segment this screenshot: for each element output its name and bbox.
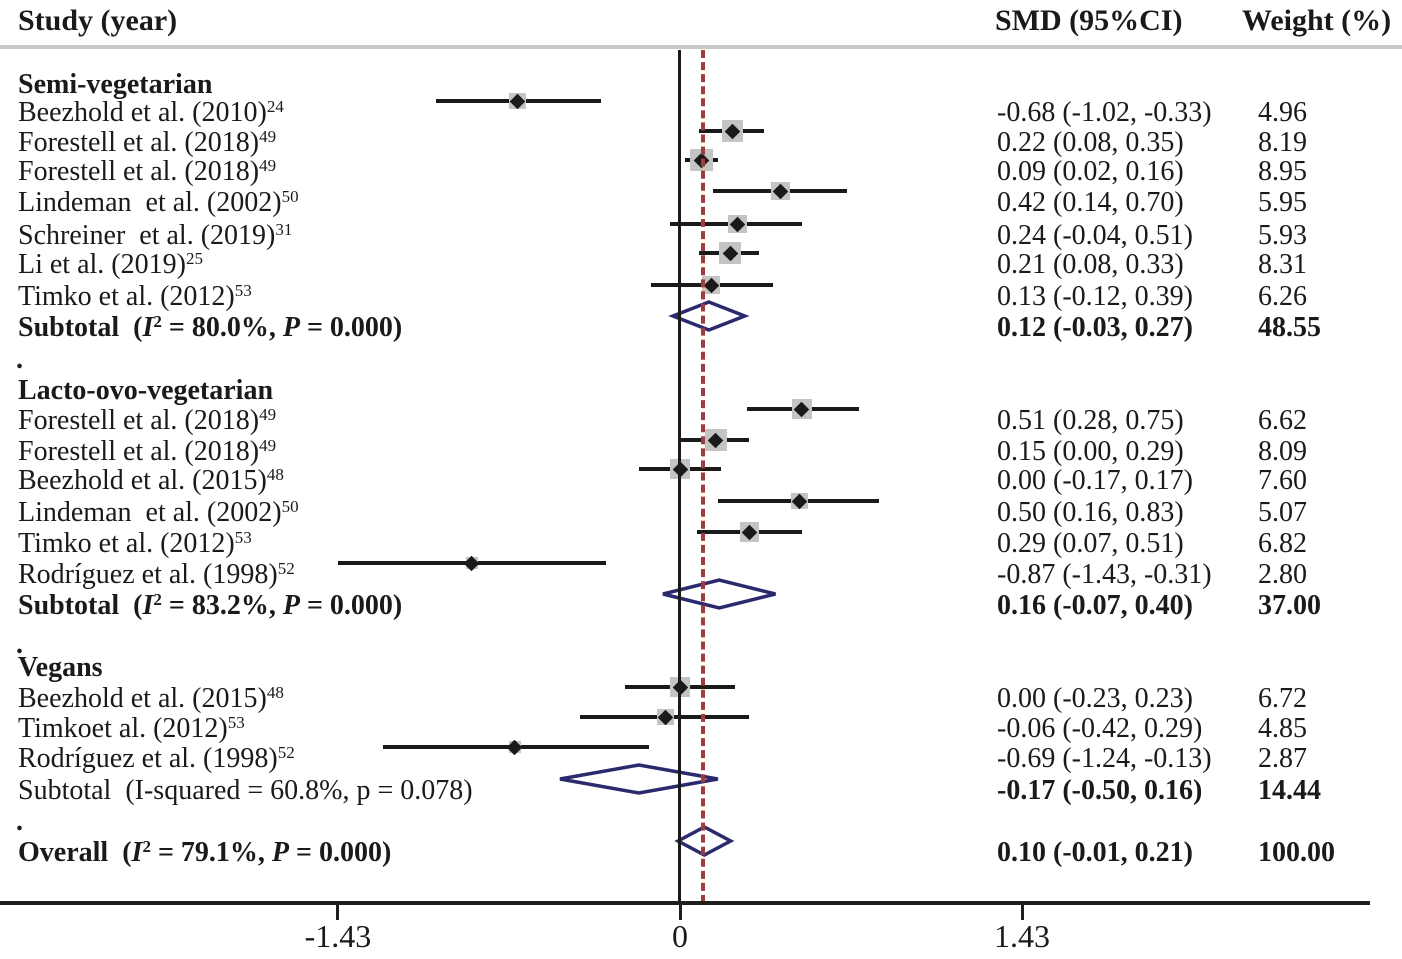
subtotal-diamond — [667, 300, 750, 332]
subtotal-weight-value: 37.00 — [1258, 590, 1321, 621]
smd-ci-value: -0.69 (-1.24, -0.13) — [997, 743, 1212, 774]
column-header-weight: Weight (%) — [1242, 4, 1392, 37]
study-label: Forestell et al. (2018)49 — [18, 436, 277, 467]
smd-ci-value: -0.06 (-0.42, 0.29) — [997, 713, 1203, 744]
weight-value: 4.85 — [1258, 713, 1307, 744]
section-separator-dot: . — [16, 806, 23, 837]
study-label: Rodríguez et al. (1998)52 — [18, 743, 295, 774]
weight-value: 4.96 — [1258, 97, 1307, 128]
section-separator-dot: . — [16, 344, 23, 375]
study-label: Beezhold et al. (2010)24 — [18, 97, 284, 128]
group-heading: Semi-vegetarian — [18, 69, 213, 100]
study-label: Timkoet al. (2012)53 — [18, 713, 245, 744]
weight-value: 6.62 — [1258, 405, 1307, 436]
study-label: Lindeman et al. (2002)50 — [18, 497, 299, 528]
subtotal-smd-ci-value: 0.16 (-0.07, 0.40) — [997, 590, 1193, 621]
x-axis-tick — [678, 905, 682, 920]
subtotal-weight-value: 14.44 — [1258, 775, 1321, 806]
smd-ci-value: -0.68 (-1.02, -0.33) — [997, 97, 1212, 128]
study-label: Lindeman et al. (2002)50 — [18, 187, 299, 218]
study-label: Schreiner et al. (2019)31 — [18, 220, 293, 251]
weight-value: 8.95 — [1258, 156, 1307, 187]
study-label: Li et al. (2019)25 — [18, 249, 203, 280]
study-label: Beezhold et al. (2015)48 — [18, 683, 284, 714]
smd-ci-value: 0.51 (0.28, 0.75) — [997, 405, 1184, 436]
weight-value: 2.80 — [1258, 559, 1307, 590]
smd-ci-value: -0.87 (-1.43, -0.31) — [997, 559, 1212, 590]
x-axis-tick-label: 1.43 — [994, 918, 1051, 954]
header-divider-rule — [0, 45, 1402, 49]
study-label: Forestell et al. (2018)49 — [18, 127, 277, 158]
overall-label: Overall (I2 = 79.1%, P = 0.000) — [18, 837, 392, 868]
subtotal-diamond — [560, 763, 719, 795]
x-axis-tick — [336, 905, 340, 920]
subtotal-label: Subtotal (I2 = 83.2%, P = 0.000) — [18, 590, 403, 621]
smd-ci-value: 0.42 (0.14, 0.70) — [997, 187, 1184, 218]
overall-smd-ci-value: 0.10 (-0.01, 0.21) — [997, 837, 1193, 868]
x-axis-tick-label: 0 — [672, 918, 688, 954]
weight-value: 6.26 — [1258, 281, 1307, 312]
column-header-study-year: Study (year) — [18, 4, 178, 37]
smd-ci-value: 0.29 (0.07, 0.51) — [997, 528, 1184, 559]
group-heading: Lacto-ovo-vegetarian — [18, 375, 274, 406]
weight-value: 5.93 — [1258, 220, 1307, 251]
x-axis-tick-label: -1.43 — [304, 918, 372, 954]
smd-ci-value: 0.00 (-0.17, 0.17) — [997, 465, 1193, 496]
overall-estimate-dashed-line — [701, 50, 705, 903]
weight-value: 7.60 — [1258, 465, 1307, 496]
study-label: Rodríguez et al. (1998)52 — [18, 559, 295, 590]
study-label: Timko et al. (2012)53 — [18, 528, 252, 559]
study-label: Forestell et al. (2018)49 — [18, 405, 277, 436]
smd-ci-value: 0.00 (-0.23, 0.23) — [997, 683, 1193, 714]
weight-value: 2.87 — [1258, 743, 1307, 774]
weight-value: 6.72 — [1258, 683, 1307, 714]
smd-ci-value: 0.15 (0.00, 0.29) — [997, 436, 1184, 467]
smd-ci-value: 0.22 (0.08, 0.35) — [997, 127, 1184, 158]
study-label: Forestell et al. (2018)49 — [18, 156, 277, 187]
subtotal-smd-ci-value: -0.17 (-0.50, 0.16) — [997, 775, 1203, 806]
subtotal-diamond — [662, 578, 777, 610]
smd-ci-value: 0.21 (0.08, 0.33) — [997, 249, 1184, 280]
subtotal-label: Subtotal (I2 = 80.0%, P = 0.000) — [18, 312, 403, 343]
x-axis-line — [0, 901, 1370, 905]
group-heading: Vegans — [18, 652, 103, 683]
overall-weight-value: 100.00 — [1258, 837, 1335, 868]
weight-value: 5.95 — [1258, 187, 1307, 218]
subtotal-label: Subtotal (I-squared = 60.8%, p = 0.078) — [18, 775, 473, 806]
subtotal-weight-value: 48.55 — [1258, 312, 1321, 343]
smd-ci-value: 0.24 (-0.04, 0.51) — [997, 220, 1193, 251]
study-label: Timko et al. (2012)53 — [18, 281, 252, 312]
smd-ci-value: 0.13 (-0.12, 0.39) — [997, 281, 1193, 312]
study-label: Beezhold et al. (2015)48 — [18, 465, 284, 496]
x-axis-tick — [1020, 905, 1024, 920]
smd-ci-value: 0.09 (0.02, 0.16) — [997, 156, 1184, 187]
smd-ci-value: 0.50 (0.16, 0.83) — [997, 497, 1184, 528]
weight-value: 8.19 — [1258, 127, 1307, 158]
weight-value: 5.07 — [1258, 497, 1307, 528]
weight-value: 6.82 — [1258, 528, 1307, 559]
column-header-smd-ci: SMD (95%CI) — [995, 4, 1183, 37]
zero-reference-line — [678, 50, 681, 903]
weight-value: 8.09 — [1258, 436, 1307, 467]
section-separator-dot: . — [16, 629, 23, 660]
overall-diamond — [673, 825, 734, 857]
subtotal-smd-ci-value: 0.12 (-0.03, 0.27) — [997, 312, 1193, 343]
weight-value: 8.31 — [1258, 249, 1307, 280]
